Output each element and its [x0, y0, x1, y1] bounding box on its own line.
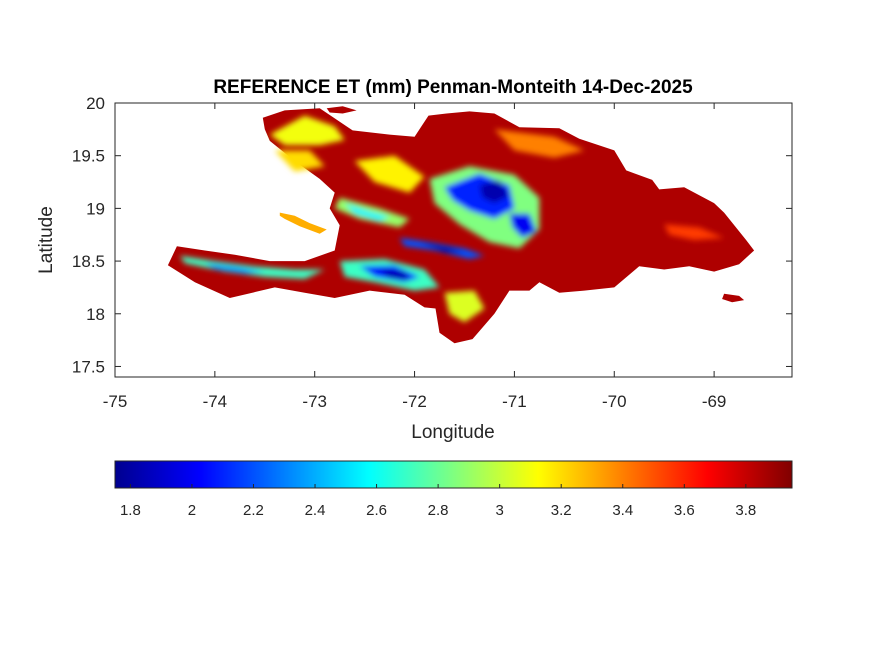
- colorbar-tick-label: 2.4: [305, 502, 326, 519]
- et-field-17: [379, 269, 410, 280]
- et-field-21: [494, 129, 585, 158]
- x-axis: -75 -74 -73 -72 -71 -70 -69: [103, 103, 727, 411]
- y-tick-label: 20: [86, 94, 105, 113]
- colorbar-tick-label: 3.4: [612, 502, 633, 519]
- x-tick-label: -69: [702, 392, 727, 411]
- x-tick-label: -70: [602, 392, 627, 411]
- et-field-14: [419, 242, 465, 253]
- x-tick-label: -74: [203, 392, 228, 411]
- field-group: [179, 115, 725, 323]
- colorbar-tick-label: 2.6: [366, 502, 387, 519]
- axes-box: [114, 102, 793, 378]
- colorbar-ticks: 1.8 2 2.2 2.4 2.6 2.8 3 3.2 3.4 3.6 3.8: [120, 484, 756, 519]
- et-field-22: [664, 224, 725, 240]
- colorbar-tick-label: 2: [188, 502, 196, 519]
- y-tick-label: 19: [86, 199, 105, 218]
- y-axis-label: Latitude: [36, 206, 57, 274]
- et-field-20: [444, 290, 485, 323]
- et-field-9: [479, 179, 510, 204]
- et-field-10: [509, 213, 537, 238]
- chart-title: REFERENCE ET (mm) Penman-Monteith 14-Dec…: [213, 77, 693, 98]
- y-tick-label: 17.5: [72, 357, 105, 376]
- et-field-5: [274, 150, 325, 172]
- x-axis-label: Longitude: [411, 422, 494, 443]
- colorbar-tick-label: 3.2: [551, 502, 572, 519]
- et-field-4: [269, 115, 345, 146]
- y-tick-label: 18: [86, 305, 105, 324]
- colorbar-tick-label: 3: [495, 502, 503, 519]
- colorbar-tick-label: 3.6: [674, 502, 695, 519]
- island-3: [722, 293, 745, 303]
- y-tick-label: 18.5: [72, 252, 105, 271]
- colorbar-tick-label: 2.8: [428, 502, 449, 519]
- et-field-19: [204, 263, 265, 274]
- x-tick-label: -75: [103, 392, 128, 411]
- island-2: [326, 106, 357, 114]
- et-field-6: [354, 155, 425, 193]
- x-tick-label: -72: [402, 392, 427, 411]
- island-1: [279, 212, 327, 234]
- y-tick-label: 19.5: [72, 147, 105, 166]
- y-axis: 17.5 18 18.5 19 19.5 20: [72, 94, 792, 376]
- colorbar-tick-label: 1.8: [120, 502, 141, 519]
- et-field-18: [179, 255, 325, 279]
- colorbar-tick-label: 3.8: [735, 502, 756, 519]
- et-field-12: [344, 203, 390, 221]
- colorbar-tick-label: 2.2: [243, 502, 264, 519]
- x-tick-label: -73: [302, 392, 327, 411]
- x-tick-label: -71: [502, 392, 527, 411]
- colorbar: [114, 460, 793, 489]
- map-layer: [167, 106, 755, 344]
